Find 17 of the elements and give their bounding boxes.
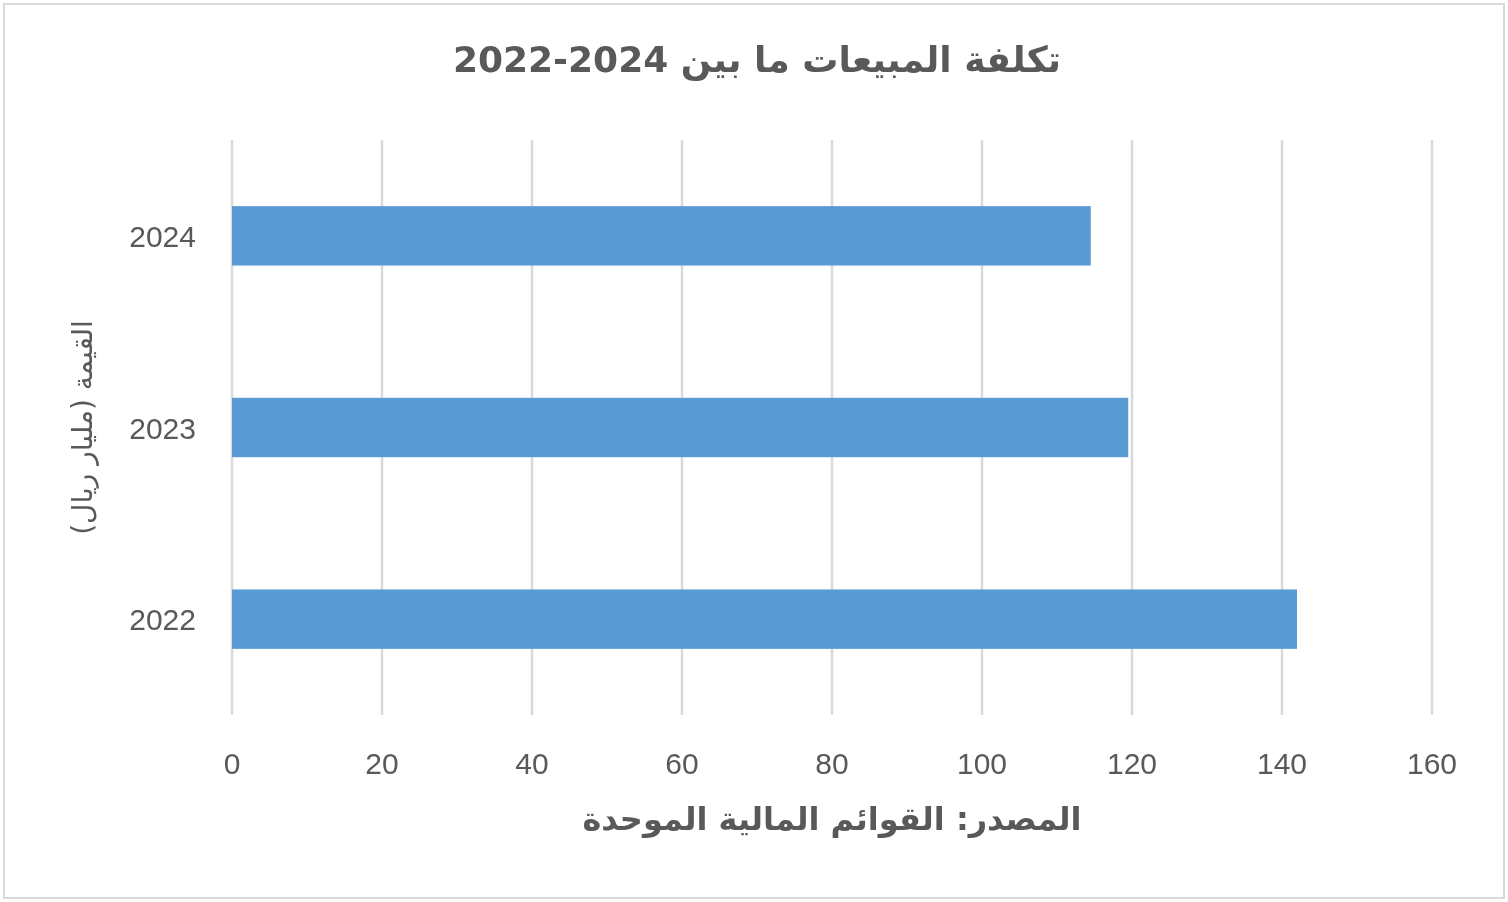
- x-tick-label: 60: [665, 747, 699, 780]
- text: المصدر: القوائم المالية الموحدة: [582, 800, 1082, 838]
- x-tick-label: 20: [365, 747, 399, 780]
- x-tick-label: 0: [223, 747, 241, 780]
- bar: [232, 206, 1091, 266]
- bar: [232, 589, 1297, 649]
- x-tick-label: 40: [515, 747, 549, 780]
- y-tick-label: 2023: [129, 411, 196, 445]
- y-tick-label: 2024: [129, 219, 196, 253]
- x-tick-label: 80: [815, 747, 849, 780]
- x-tick-label: 100: [956, 747, 1008, 780]
- x-tick-label: 140: [1256, 747, 1308, 780]
- y-axis-title: القيمة (مليار ريال): [66, 320, 99, 535]
- x-tick-label: 120: [1106, 747, 1158, 780]
- x-tick-label: 160: [1406, 747, 1458, 780]
- bar: [232, 397, 1129, 458]
- y-tick-label: 2022: [129, 603, 196, 637]
